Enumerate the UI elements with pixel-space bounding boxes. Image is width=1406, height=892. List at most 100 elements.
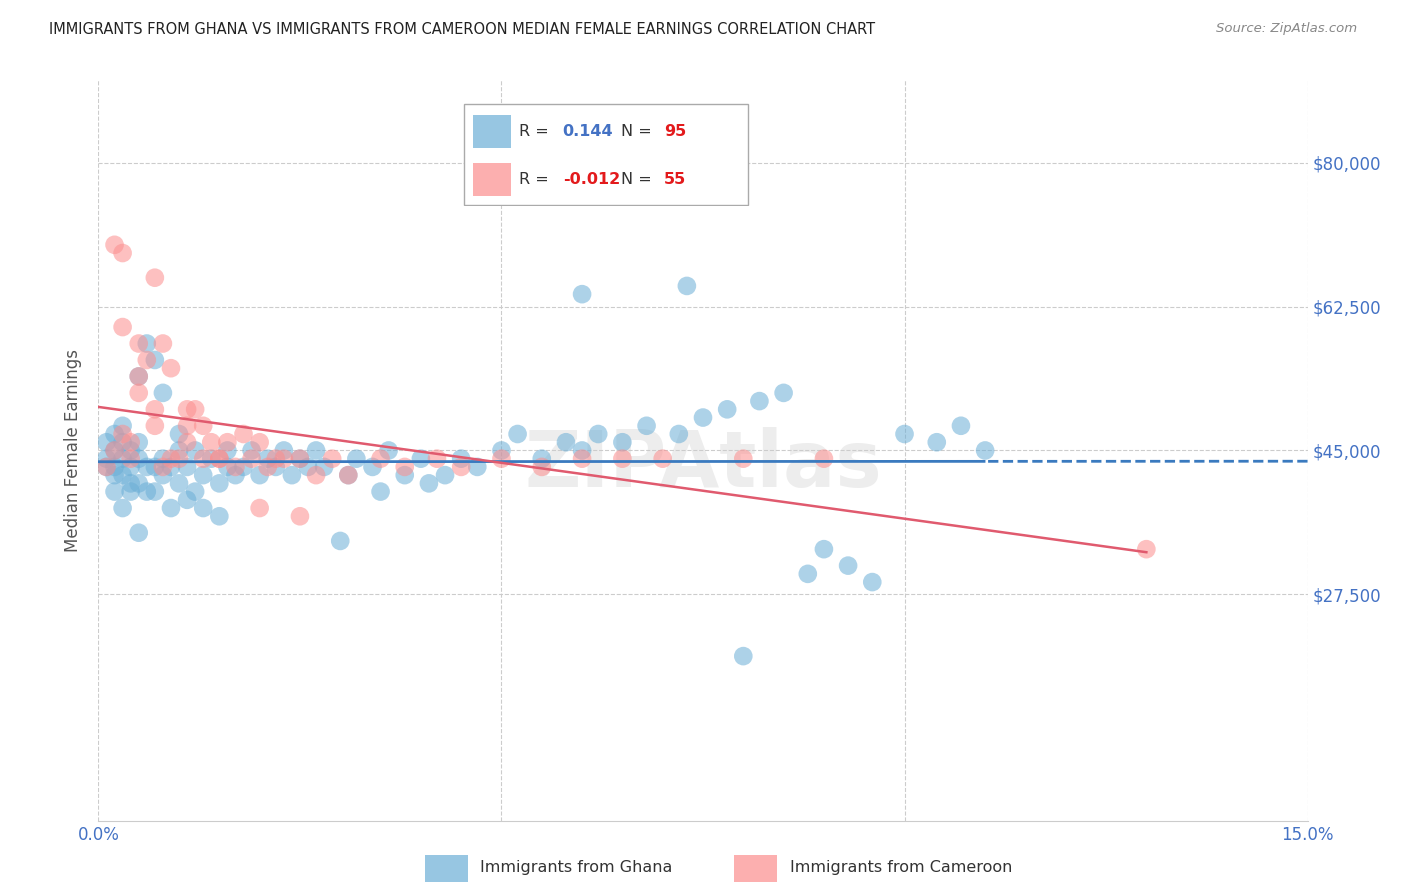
Point <box>434 468 457 483</box>
Point <box>288 451 311 466</box>
Point <box>152 459 174 474</box>
Point <box>748 394 770 409</box>
Text: Immigrants from Cameroon: Immigrants from Cameroon <box>790 860 1012 875</box>
Point <box>103 459 125 474</box>
Point <box>143 402 166 417</box>
Point <box>160 451 183 466</box>
Point <box>426 451 449 466</box>
Point <box>111 451 134 466</box>
Point <box>143 353 166 368</box>
Bar <box>734 855 778 881</box>
Point <box>394 459 416 474</box>
Point <box>176 418 198 433</box>
Point <box>772 385 794 400</box>
Point <box>249 468 271 483</box>
Point <box>96 435 118 450</box>
Point <box>949 418 972 433</box>
Point <box>103 427 125 442</box>
Point <box>530 459 553 474</box>
Point <box>128 435 150 450</box>
Point <box>128 336 150 351</box>
Point <box>217 459 239 474</box>
Point <box>217 443 239 458</box>
Point <box>208 451 231 466</box>
Point <box>337 468 360 483</box>
Point <box>135 484 157 499</box>
Point <box>193 451 215 466</box>
Point <box>240 451 263 466</box>
Point <box>167 476 190 491</box>
Point <box>361 459 384 474</box>
Point <box>733 451 755 466</box>
Point <box>281 468 304 483</box>
Point <box>96 459 118 474</box>
Point <box>184 484 207 499</box>
Text: Immigrants from Ghana: Immigrants from Ghana <box>481 860 672 875</box>
Point <box>264 459 287 474</box>
Point <box>200 435 222 450</box>
Point <box>337 468 360 483</box>
Point <box>208 476 231 491</box>
Point <box>193 418 215 433</box>
Point <box>167 443 190 458</box>
Bar <box>425 855 468 881</box>
Point <box>167 451 190 466</box>
Point <box>612 451 634 466</box>
Point <box>103 443 125 458</box>
Point <box>571 287 593 301</box>
Point <box>409 451 432 466</box>
Point <box>256 451 278 466</box>
Point <box>571 443 593 458</box>
Point <box>193 501 215 516</box>
Point <box>837 558 859 573</box>
Point <box>925 435 948 450</box>
Point <box>394 468 416 483</box>
Point <box>465 459 488 474</box>
Point <box>120 451 142 466</box>
Point <box>160 501 183 516</box>
Point <box>128 369 150 384</box>
Point <box>305 443 328 458</box>
Point <box>111 427 134 442</box>
Point <box>586 427 609 442</box>
Point <box>450 459 472 474</box>
Point <box>232 459 254 474</box>
Point <box>249 435 271 450</box>
Point <box>111 435 134 450</box>
Point <box>128 369 150 384</box>
Point <box>193 468 215 483</box>
Point <box>813 451 835 466</box>
Point <box>111 501 134 516</box>
Point <box>240 443 263 458</box>
Point <box>974 443 997 458</box>
Point <box>128 476 150 491</box>
Point <box>152 451 174 466</box>
Point <box>135 459 157 474</box>
Point <box>1135 542 1157 557</box>
Point <box>288 451 311 466</box>
Point <box>491 451 513 466</box>
Point <box>208 451 231 466</box>
Point <box>208 509 231 524</box>
Text: ZIPAtlas: ZIPAtlas <box>524 427 882 503</box>
Point <box>111 418 134 433</box>
Point <box>491 443 513 458</box>
Point <box>143 270 166 285</box>
Point <box>160 361 183 376</box>
Point <box>612 435 634 450</box>
Point <box>152 336 174 351</box>
Point <box>176 459 198 474</box>
Point <box>103 237 125 252</box>
Point <box>103 484 125 499</box>
Point <box>184 443 207 458</box>
Point <box>797 566 820 581</box>
Point <box>329 533 352 548</box>
Point <box>160 459 183 474</box>
Point <box>370 451 392 466</box>
Point <box>152 385 174 400</box>
Point <box>135 353 157 368</box>
Point <box>571 451 593 466</box>
Point <box>176 492 198 507</box>
Point <box>377 443 399 458</box>
Point <box>128 525 150 540</box>
